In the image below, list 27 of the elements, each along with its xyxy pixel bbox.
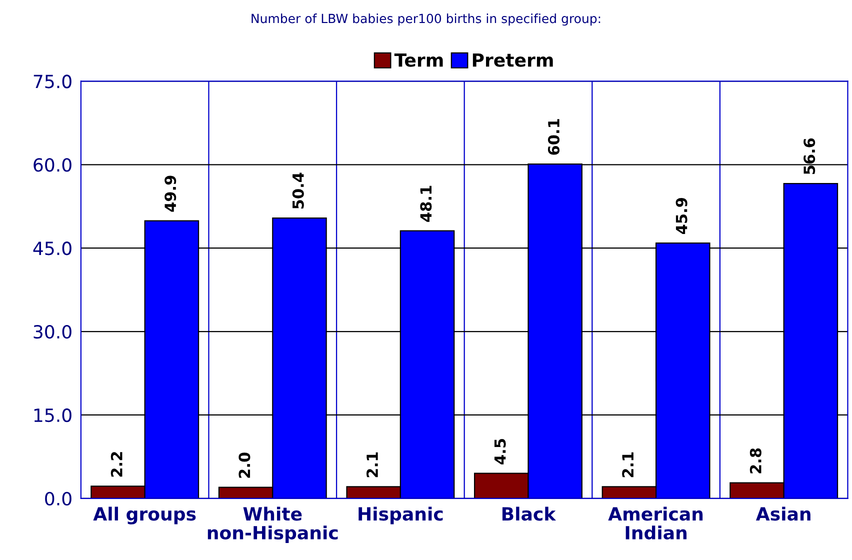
- x-tick-label: White non-Hispanic: [208, 506, 338, 544]
- legend-label: Term: [394, 53, 443, 67]
- x-tick-label: All groups: [93, 506, 196, 524]
- data-label: 2.2: [110, 452, 122, 477]
- x-tick-label: Asian: [756, 506, 810, 521]
- y-tick-label: 15.0: [34, 408, 72, 422]
- y-tick-label: 60.0: [34, 158, 72, 172]
- x-tick-label: Hispanic: [358, 506, 443, 524]
- y-tick-label: 75.0: [34, 74, 72, 88]
- y-tick-label: 0.0: [45, 492, 72, 506]
- x-tick-label: American Indian: [608, 506, 703, 540]
- data-label: 2.8: [750, 448, 762, 474]
- data-label: 50.4: [292, 172, 304, 209]
- data-label: 48.1: [420, 186, 432, 222]
- data-label: 2.1: [366, 452, 378, 478]
- data-label: 2.1: [622, 452, 634, 478]
- data-label: 4.5: [494, 439, 506, 464]
- data-label: 2.0: [238, 452, 250, 478]
- data-label: 60.1: [548, 119, 560, 155]
- data-label: 56.6: [804, 138, 816, 174]
- data-label: 45.9: [676, 198, 688, 234]
- data-label: 49.9: [164, 176, 176, 212]
- chart-title: Number of LBW babies per100 births in specified group:: [252, 14, 600, 26]
- legend-label: Preterm: [472, 53, 553, 67]
- y-tick-label: 45.0: [33, 242, 72, 256]
- x-tick-label: Black: [502, 506, 556, 521]
- y-tick-label: 30.0: [34, 324, 72, 339]
